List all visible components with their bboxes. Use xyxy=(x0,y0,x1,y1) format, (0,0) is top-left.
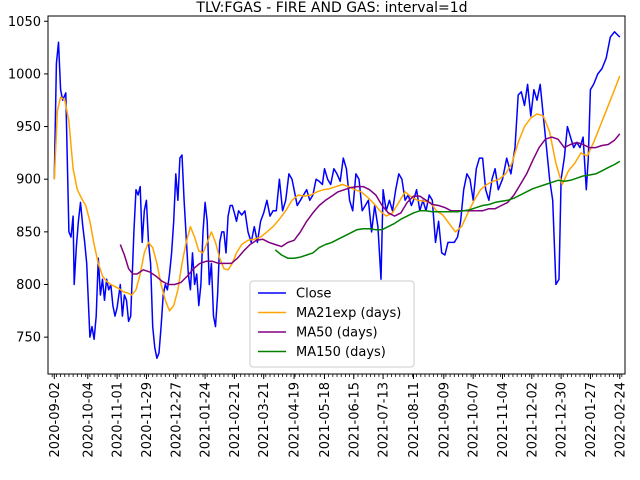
x-tick-label-14: 2021-10-07 xyxy=(467,382,482,458)
series-line-0 xyxy=(53,31,621,359)
y-tick-label-6: 1050 xyxy=(8,15,41,30)
plot-area xyxy=(53,31,621,359)
y-tick-label-1: 800 xyxy=(16,278,41,293)
series-line-2 xyxy=(119,133,621,286)
x-tick-label-12: 2021-08-11 xyxy=(407,382,422,458)
x-tick-label-10: 2021-06-15 xyxy=(347,382,362,458)
x-tick-label-4: 2020-12-27 xyxy=(169,382,184,458)
x-tick-label-9: 2021-05-18 xyxy=(318,382,333,458)
x-tick-label-19: 2022-02-24 xyxy=(613,382,628,458)
x-tick-label-3: 2020-11-29 xyxy=(140,382,155,458)
series-line-1 xyxy=(53,75,621,312)
x-tick-label-18: 2022-01-27 xyxy=(584,382,599,458)
y-tick-label-0: 750 xyxy=(16,331,41,346)
x-tick-label-6: 2021-02-21 xyxy=(228,382,243,458)
legend-label-1: MA21exp (days) xyxy=(296,306,401,321)
legend-label-2: MA50 (days) xyxy=(296,326,378,341)
x-tick-label-0: 2020-09-02 xyxy=(48,382,63,458)
x-tick-label-1: 2020-10-04 xyxy=(81,382,96,458)
y-tick-label-2: 850 xyxy=(16,225,41,240)
legend-box xyxy=(249,280,415,368)
y-tick-label-3: 900 xyxy=(16,173,41,188)
x-tick-label-17: 2021-12-30 xyxy=(555,382,570,458)
axes: 750 800 850 900 950 1000 1050 2020-09-02 2020-10… xyxy=(8,15,628,458)
x-tick-label-15: 2021-11-04 xyxy=(496,382,511,458)
x-tick-label-7: 2021-03-21 xyxy=(257,382,272,458)
legend-label-0: Close xyxy=(296,287,331,302)
x-tick-label-13: 2021-09-09 xyxy=(437,382,452,458)
x-tick-label-8: 2021-04-19 xyxy=(288,382,303,458)
x-tick-label-5: 2021-01-24 xyxy=(199,382,214,458)
legend-label-3: MA150 (days) xyxy=(296,345,386,360)
y-tick-label-5: 1000 xyxy=(8,67,41,82)
x-tick-label-11: 2021-07-13 xyxy=(377,382,392,458)
y-tick-label-4: 950 xyxy=(16,120,41,135)
plot-frame xyxy=(47,15,626,375)
series-line-3 xyxy=(274,160,621,259)
x-tick-label-2: 2020-11-01 xyxy=(111,382,126,458)
chart-title: TLV:FGAS - FIRE AND GAS: interval=1d xyxy=(195,0,467,16)
x-tick-label-16: 2021-12-02 xyxy=(525,382,540,458)
legend: Close MA21exp (days) MA50 (days) MA150 (day… xyxy=(249,280,415,368)
